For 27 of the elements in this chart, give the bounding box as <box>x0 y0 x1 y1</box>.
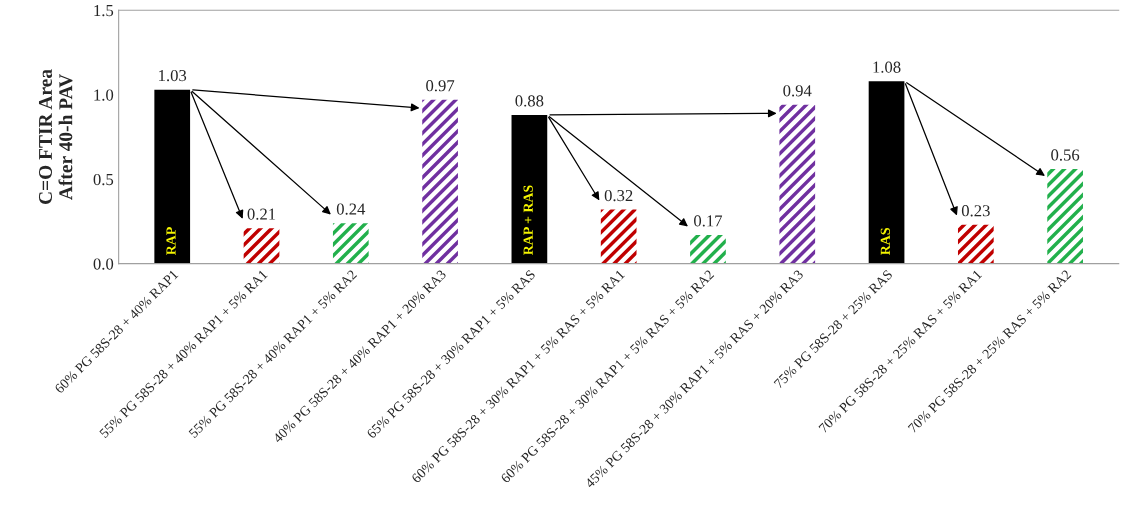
data-label: 1.08 <box>873 61 901 73</box>
bar <box>957 224 994 264</box>
data-label: 0.24 <box>336 203 366 215</box>
annotation: RAP <box>166 227 176 255</box>
annotation: RAS <box>880 228 891 255</box>
bar <box>243 228 280 264</box>
bar <box>600 209 637 264</box>
y-tick-label: 0.5 <box>93 173 114 186</box>
y-tick-label: 1.0 <box>94 89 114 101</box>
data-label: 1.03 <box>159 69 187 82</box>
data-label: 0.21 <box>247 208 276 220</box>
bar <box>422 99 458 264</box>
y-tick-label: 0.0 <box>93 258 114 270</box>
annotation: RAP + RAS <box>523 185 533 255</box>
data-label: 0.23 <box>961 205 990 217</box>
data-label: 0.88 <box>515 95 544 107</box>
y-tick-label: 1.5 <box>94 5 114 17</box>
data-label: 0.97 <box>426 80 455 92</box>
bar <box>332 223 369 264</box>
bar <box>779 104 816 264</box>
data-label: 0.94 <box>783 85 812 97</box>
data-label: 0.32 <box>604 189 633 202</box>
bar <box>690 234 726 264</box>
y-axis-title: C=O FTIR Area After 40-h PAV <box>38 69 73 205</box>
bar <box>1047 169 1083 264</box>
data-label: 0.56 <box>1051 149 1080 161</box>
data-label: 0.17 <box>694 215 723 227</box>
